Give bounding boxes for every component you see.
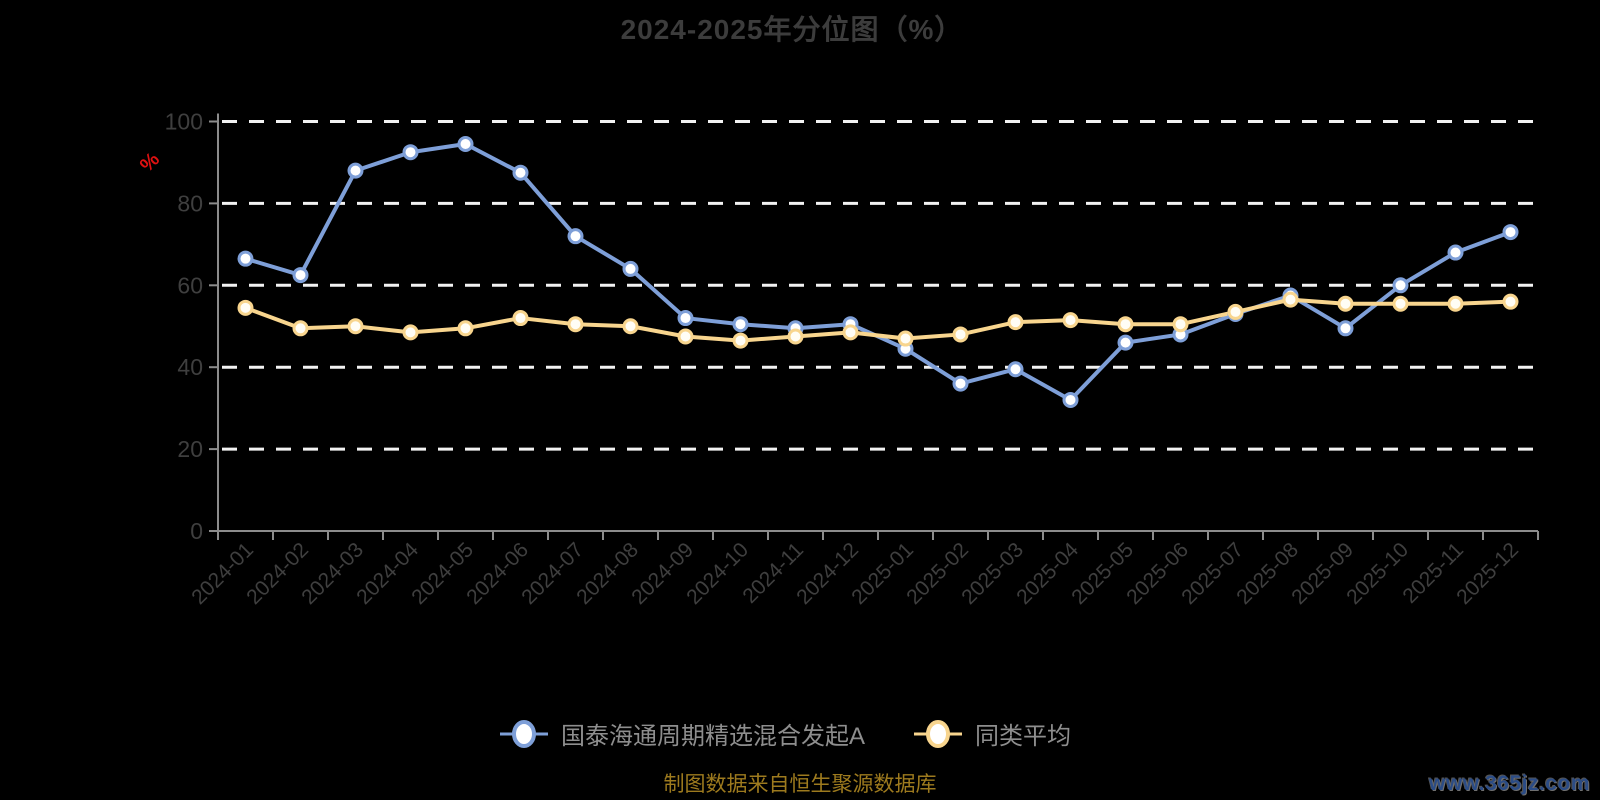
svg-text:80: 80: [177, 190, 203, 216]
svg-text:%: %: [136, 148, 164, 176]
chart-title: 2024-2025年分位图（%）: [620, 14, 964, 45]
svg-text:60: 60: [177, 272, 203, 298]
svg-text:100: 100: [165, 109, 203, 135]
fund-series-marker-icon: [499, 719, 548, 748]
legend-item-average[interactable]: 同类平均: [913, 716, 1071, 751]
legend-label-average: 同类平均: [975, 723, 1071, 750]
legend-item-fund[interactable]: 国泰海通周期精选混合发起A: [499, 716, 865, 751]
average-series-marker-icon: [914, 719, 962, 748]
data-source-note: 制图数据来自恒生聚源数据库: [663, 773, 937, 796]
legend-label-fund: 国泰海通周期精选混合发起A: [560, 723, 865, 750]
svg-text:40: 40: [177, 354, 203, 380]
svg-text:20: 20: [177, 436, 203, 462]
legend: 国泰海通周期精选混合发起A 同类平均: [0, 716, 1570, 751]
svg-text:0: 0: [190, 518, 203, 544]
svg-text:2025-10: 2025-10: [1342, 538, 1413, 609]
watermark-url: www.365jz.com: [1429, 772, 1590, 795]
svg-text:2024-10: 2024-10: [682, 538, 753, 609]
svg-text:2025-12: 2025-12: [1452, 538, 1523, 609]
